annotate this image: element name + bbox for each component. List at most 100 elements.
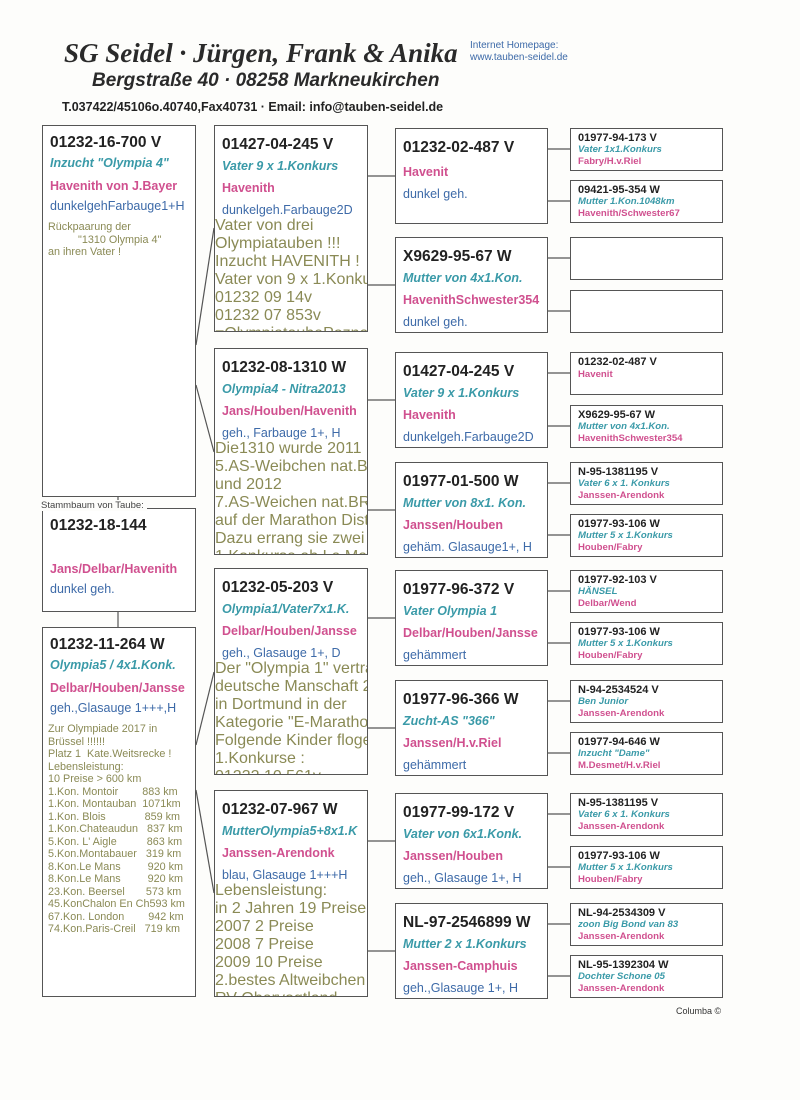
ring-number: 01977-01-500 W <box>403 473 519 490</box>
strain: Havenith <box>222 181 275 195</box>
great-great-grandparent-card: 01977-94-646 W Inzucht "Dame" M.Desmet/H.v… <box>570 732 723 775</box>
color-description: geh., Glasauge 1+, D <box>222 646 341 660</box>
ring-number: NL-95-1392304 W <box>578 959 669 971</box>
strain: Delbar/Houben/Jansse <box>403 626 538 640</box>
pigeon-title: HÄNSEL <box>578 586 618 597</box>
great-grandparent-card: 01232-02-487 V Havenit dunkel geh. <box>395 128 548 224</box>
pigeon-title: zoon Big Bond van 83 <box>578 919 679 930</box>
footer-credit: Columba © <box>676 1006 722 1016</box>
great-great-grandparent-card <box>570 237 723 280</box>
color-description: gehämmert <box>403 758 467 772</box>
pigeon-title: Mutter 1.Kon.1048km <box>578 196 675 207</box>
ring-number: X9629-95-67 W <box>403 248 512 265</box>
color-description: geh., Glasauge 1+, H <box>403 871 522 885</box>
ring-number: 01427-04-245 V <box>403 363 515 380</box>
connector-line <box>195 384 215 453</box>
great-great-grandparent-card: 01977-92-103 V HÄNSEL Delbar/Wend <box>570 570 723 613</box>
great-grandparent-card: X9629-95-67 W Mutter von 4x1.Kon. Havenith… <box>395 237 548 333</box>
color-description: dunkelgehFarbauge1+H <box>50 199 185 213</box>
strain: Havenit <box>578 369 613 380</box>
great-grandparent-card: 01977-01-500 W Mutter von 8x1. Kon. Jansse… <box>395 462 548 558</box>
ring-number: 01977-93-106 W <box>578 850 660 862</box>
pigeon-title: Ben Junior <box>578 696 629 707</box>
notes: Vater von drei Olympiatauben !!! Inzucht… <box>215 217 367 331</box>
pigeon-title: Vater 9 x 1.Konkurs <box>403 386 520 400</box>
strain: Janssen-Arendonk <box>578 983 665 994</box>
great-great-grandparent-card <box>570 290 723 333</box>
great-great-grandparent-card: 09421-95-354 W Mutter 1.Kon.1048km Havenit… <box>570 180 723 223</box>
pigeon-title: Mutter 2 x 1.Konkurs <box>403 937 527 951</box>
great-great-grandparent-card: 01977-93-106 W Mutter 5 x 1.Konkurs Houben… <box>570 622 723 665</box>
strain: Delbar/Wend <box>578 598 637 609</box>
notes: Lebensleistung: in 2 Jahren 19 Preise 20… <box>215 882 367 996</box>
color-description: gehämmert <box>403 648 467 662</box>
pigeon-title: Vater 9 x 1.Konkurs <box>222 159 339 173</box>
ring-number: 01977-93-106 W <box>578 626 660 638</box>
strain: Havenith/Schwester67 <box>578 208 680 219</box>
pigeon-title: Olympia4 - Nitra2013 <box>222 382 346 396</box>
strain: Havenith <box>403 408 456 422</box>
strain: Jans/Houben/Havenith <box>222 404 357 418</box>
ring-number: NL-94-2534309 V <box>578 907 666 919</box>
great-great-grandparent-card: N-94-2534524 V Ben Junior Janssen-Arendonk <box>570 680 723 723</box>
ring-number: 01232-07-967 W <box>222 801 338 818</box>
dam-card: 01232-11-264 W Olympia5 / 4x1.Konk. Delbar… <box>42 627 196 997</box>
strain: Houben/Fabry <box>578 650 643 661</box>
sire-card: 01232-16-700 V Inzucht "Olympia 4" Havenit… <box>42 125 196 497</box>
pigeon-title: Inzucht "Olympia 4" <box>50 156 169 170</box>
ring-number: 01232-16-700 V <box>50 134 162 151</box>
color-description: dunkelgeh.Farbauge2D <box>222 203 353 217</box>
great-great-grandparent-card: 01232-02-487 V Havenit <box>570 352 723 395</box>
strain: Delbar/Houben/Jansse <box>222 624 357 638</box>
ring-number: 01977-99-172 V <box>403 804 515 821</box>
ring-number: N-95-1381195 V <box>578 466 659 478</box>
ring-number: 01977-96-372 V <box>403 581 515 598</box>
strain: Janssen-Camphuis <box>403 959 518 973</box>
breeder-title: SG Seidel · Jürgen, Frank & Anika <box>64 38 458 68</box>
great-grandparent-card: 01977-96-366 W Zucht-AS "366" Janssen/H.v.… <box>395 680 548 776</box>
great-great-grandparent-card: NL-95-1392304 W Dochter Schone 05 Janssen-… <box>570 955 723 998</box>
ring-number: 01977-96-366 W <box>403 691 519 708</box>
pigeon-title: Vater Olympia 1 <box>403 604 498 618</box>
homepage-block: Internet Homepage: www.tauben-seidel.de <box>470 40 568 64</box>
strain: HavenithSchwester354 <box>578 433 683 444</box>
pigeon-title: Inzucht "Dame" <box>578 748 650 759</box>
ring-number: 01232-18-144 <box>50 517 147 534</box>
strain: Janssen/H.v.Riel <box>403 736 502 750</box>
color-description: dunkel geh. <box>50 582 115 596</box>
ring-number: 01232-05-203 V <box>222 579 334 596</box>
great-great-grandparent-card: N-95-1381195 V Vater 6 x 1. Konkurs Jansse… <box>570 462 723 505</box>
strain: Houben/Fabry <box>578 874 643 885</box>
pigeon-title: Mutter von 4x1.Kon. <box>403 271 523 285</box>
strain: Delbar/Houben/Jansse <box>50 681 185 695</box>
ring-number: 01977-94-646 W <box>578 736 660 748</box>
great-grandparent-card: NL-97-2546899 W Mutter 2 x 1.Konkurs Janss… <box>395 903 548 999</box>
grandparent-card: 01427-04-245 V Vater 9 x 1.Konkurs Havenit… <box>214 125 368 332</box>
ring-number: 09421-95-354 W <box>578 184 660 196</box>
strain: Fabry/H.v.Riel <box>578 156 642 167</box>
pigeon-title: Dochter Schone 05 <box>578 971 665 982</box>
pigeon-title: Vater 6 x 1. Konkurs <box>578 809 670 820</box>
notes: Rückpaarung der "1310 Olympia 4" an ihre… <box>48 221 162 258</box>
pigeon-title: Vater von 6x1.Konk. <box>403 827 523 841</box>
strain: M.Desmet/H.v.Riel <box>578 760 661 771</box>
grandparent-card: 01232-05-203 V Olympia1/Vater7x1.K. Delbar… <box>214 568 368 775</box>
great-grandparent-card: 01977-99-172 V Vater von 6x1.Konk. Janssen… <box>395 793 548 889</box>
notes: Zur Olympiade 2017 in Brüssel !!!!!! Pla… <box>48 723 185 935</box>
ring-number: NL-97-2546899 W <box>403 914 531 931</box>
homepage-url[interactable]: www.tauben-seidel.de <box>470 52 568 63</box>
address: Bergstraße 40 · 08258 Markneukirchen <box>92 70 440 91</box>
great-great-grandparent-card: X9629-95-67 W Mutter von 4x1.Kon. Havenith… <box>570 405 723 448</box>
pigeon-title: Mutter 5 x 1.Konkurs <box>578 638 673 649</box>
strain: Jans/Delbar/Havenith <box>50 562 178 576</box>
strain: Janssen-Arendonk <box>222 846 335 860</box>
notes: Der "Olympia 1" vertrat die deutsche Man… <box>215 660 368 774</box>
strain: Janssen/Houben <box>403 518 504 532</box>
ring-number: 01427-04-245 V <box>222 136 334 153</box>
pigeon-title: Vater 6 x 1. Konkurs <box>578 478 670 489</box>
pigeon-title: Zucht-AS "366" <box>403 714 495 728</box>
strain: Janssen-Arendonk <box>578 821 665 832</box>
pigeon-title: Olympia1/Vater7x1.K. <box>222 602 350 616</box>
pigeon-title: Vater 1x1.Konkurs <box>578 144 662 155</box>
strain: Havenith von J.Bayer <box>50 179 178 193</box>
